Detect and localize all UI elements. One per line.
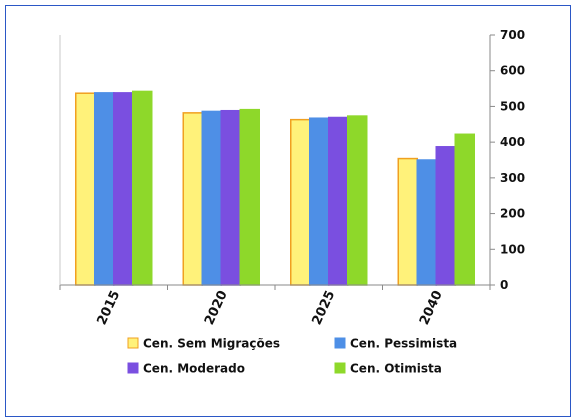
y-tick-label: 0 (500, 278, 508, 292)
bar-2040-series-4 (454, 133, 475, 286)
bar-2025-series-4 (347, 115, 368, 286)
bar-2020-series-3 (220, 109, 241, 286)
bar-2040-series-3 (435, 146, 456, 286)
x-tick-label: 2025 (309, 288, 338, 327)
y-tick-label: 400 (500, 135, 525, 149)
legend-label: Cen. Sem Migrações (143, 337, 280, 351)
bar-2015-series-1 (75, 92, 96, 286)
bar-2015-series-3 (113, 92, 134, 286)
x-ticks-group: 2015 2020 2025 2040 (94, 288, 445, 327)
axes-group (59, 35, 491, 290)
legend-label: Cen. Pessimista (350, 337, 457, 351)
bar-2020-series-4 (239, 108, 260, 286)
legend-label: Cen. Otimista (350, 362, 442, 376)
bar-2015-series-4 (132, 90, 153, 286)
y-tick-label: 600 (500, 64, 525, 78)
y-tick-label: 700 (500, 28, 525, 42)
x-tick-label: 2040 (417, 288, 446, 327)
bar-2020-series-2 (201, 110, 222, 286)
legend-swatch (127, 362, 139, 374)
y-ticks-group: 0 100 200 300 400 500 600 700 (490, 28, 525, 292)
y-tick-label: 300 (500, 171, 525, 185)
bar-2040-series-1 (397, 157, 418, 286)
legend-swatch (334, 362, 346, 374)
x-tick-label: 2015 (94, 288, 123, 327)
bar-2025-series-1 (290, 118, 311, 286)
bar-2025-series-2 (309, 117, 330, 286)
bar-2015-series-2 (94, 92, 115, 286)
x-tick-label: 2020 (202, 288, 231, 327)
y-tick-label: 100 (500, 242, 525, 256)
bar-2040-series-2 (416, 159, 437, 286)
legend-label: Cen. Moderado (143, 362, 245, 376)
legend-swatch (334, 337, 346, 349)
bars-group (75, 90, 475, 286)
legend-swatch (127, 337, 139, 349)
legend: Cen. Sem Migrações Cen. Pessimista Cen. Mo… (127, 337, 457, 376)
y-tick-label: 200 (500, 207, 525, 221)
bar-2020-series-1 (182, 112, 203, 286)
y-tick-label: 500 (500, 99, 525, 113)
bar-2025-series-3 (328, 116, 349, 286)
